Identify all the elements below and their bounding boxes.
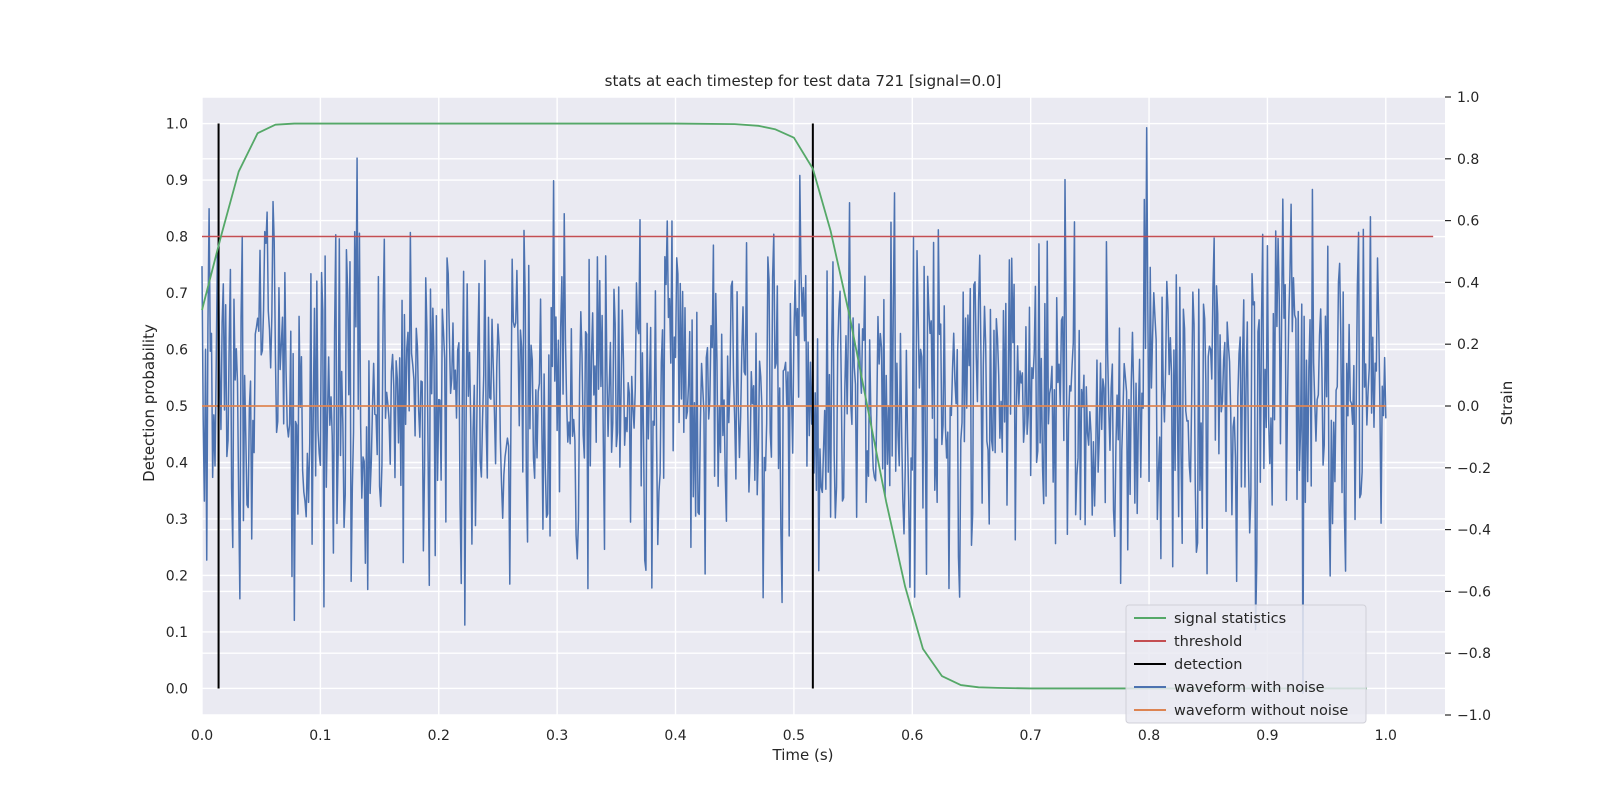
legend-label: signal statistics [1174, 611, 1286, 627]
y2-tick-label: −1.0 [1457, 708, 1491, 724]
legend-label: waveform with noise [1174, 680, 1325, 696]
y2-tick-label: −0.8 [1457, 646, 1491, 662]
y-tick-label: 0.6 [166, 343, 188, 359]
y2-tick-label: −0.6 [1457, 584, 1491, 600]
x-tick-label: 0.2 [428, 728, 450, 744]
x-tick-label: 0.4 [664, 728, 686, 744]
y-tick-label: 0.0 [166, 681, 188, 697]
legend-label: detection [1174, 657, 1242, 673]
y-tick-label: 0.2 [166, 568, 188, 584]
x-tick-label: 0.3 [546, 728, 568, 744]
y-tick-label: 0.7 [166, 286, 188, 302]
y2-tick-label: 0.6 [1457, 214, 1479, 230]
series-waveform-with-noise [201, 127, 1387, 694]
legend-label: threshold [1174, 634, 1242, 650]
x-tick-label: 0.7 [1020, 728, 1042, 744]
x-tick-label: 0.0 [191, 728, 213, 744]
y2-tick-label: 0.2 [1457, 337, 1479, 353]
x-tick-label: 0.9 [1256, 728, 1278, 744]
y-tick-label: 0.3 [166, 512, 188, 528]
legend-box [1125, 604, 1367, 724]
y2-tick-label: 1.0 [1457, 90, 1479, 106]
y2-tick-label: 0.8 [1457, 152, 1479, 168]
y-axis-label: Detection probability [140, 324, 158, 482]
y2-tick-label: 0.4 [1457, 275, 1479, 291]
y-tick-label: 0.4 [166, 455, 188, 471]
series-signal-statistics [201, 122, 1367, 690]
y2-axis-label: Strain [1498, 381, 1516, 425]
x-tick-label: 1.0 [1375, 728, 1397, 744]
y-tick-label: 0.9 [166, 173, 188, 189]
legend: signal statistics threshold detection wavef… [1125, 604, 1367, 724]
x-axis-label: Time (s) [772, 746, 834, 764]
legend-label: waveform without noise [1174, 703, 1348, 719]
y-tick-label: 0.5 [166, 399, 188, 415]
x-tick-label: 0.6 [901, 728, 923, 744]
y2-tick-label: −0.4 [1457, 523, 1491, 539]
y-tick-label: 0.8 [166, 230, 188, 246]
y2-tick-label: 0.0 [1457, 399, 1479, 415]
x-tick-label: 0.1 [309, 728, 331, 744]
x-tick-label: 0.8 [1138, 728, 1160, 744]
y2-tick-label: −0.2 [1457, 461, 1491, 477]
y-tick-label: 0.1 [166, 625, 188, 641]
x-tick-label: 0.5 [783, 728, 805, 744]
y-tick-label: 1.0 [166, 117, 188, 133]
chart-title: stats at each timestep for test data 721… [605, 72, 1002, 90]
